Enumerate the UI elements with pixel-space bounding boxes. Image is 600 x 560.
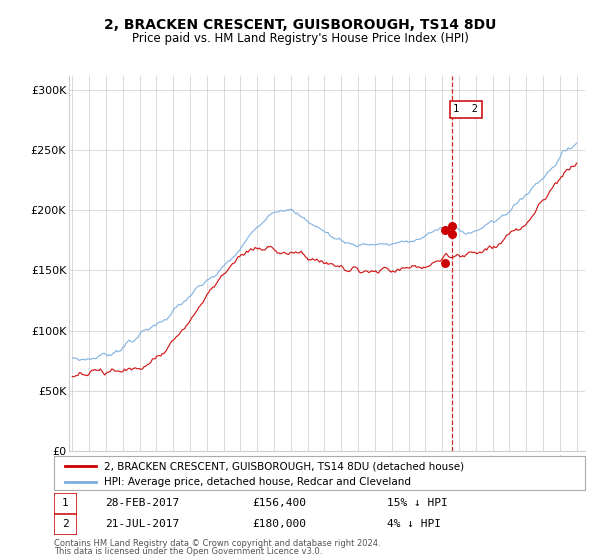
Text: 1  2: 1 2 [453, 104, 478, 114]
FancyBboxPatch shape [54, 456, 585, 490]
Text: 21-JUL-2017: 21-JUL-2017 [105, 519, 179, 529]
Text: HPI: Average price, detached house, Redcar and Cleveland: HPI: Average price, detached house, Redc… [104, 477, 412, 487]
FancyBboxPatch shape [54, 514, 77, 535]
Text: £156,400: £156,400 [252, 498, 306, 508]
Text: 2: 2 [62, 519, 69, 529]
Text: This data is licensed under the Open Government Licence v3.0.: This data is licensed under the Open Gov… [54, 547, 322, 556]
Text: 1: 1 [62, 498, 69, 508]
Text: 2, BRACKEN CRESCENT, GUISBOROUGH, TS14 8DU (detached house): 2, BRACKEN CRESCENT, GUISBOROUGH, TS14 8… [104, 461, 464, 472]
Text: Price paid vs. HM Land Registry's House Price Index (HPI): Price paid vs. HM Land Registry's House … [131, 31, 469, 45]
FancyBboxPatch shape [54, 493, 77, 514]
Text: 4% ↓ HPI: 4% ↓ HPI [387, 519, 441, 529]
Text: Contains HM Land Registry data © Crown copyright and database right 2024.: Contains HM Land Registry data © Crown c… [54, 539, 380, 548]
Text: £180,000: £180,000 [252, 519, 306, 529]
Text: 15% ↓ HPI: 15% ↓ HPI [387, 498, 448, 508]
Text: 28-FEB-2017: 28-FEB-2017 [105, 498, 179, 508]
Text: 2, BRACKEN CRESCENT, GUISBOROUGH, TS14 8DU: 2, BRACKEN CRESCENT, GUISBOROUGH, TS14 8… [104, 18, 496, 32]
